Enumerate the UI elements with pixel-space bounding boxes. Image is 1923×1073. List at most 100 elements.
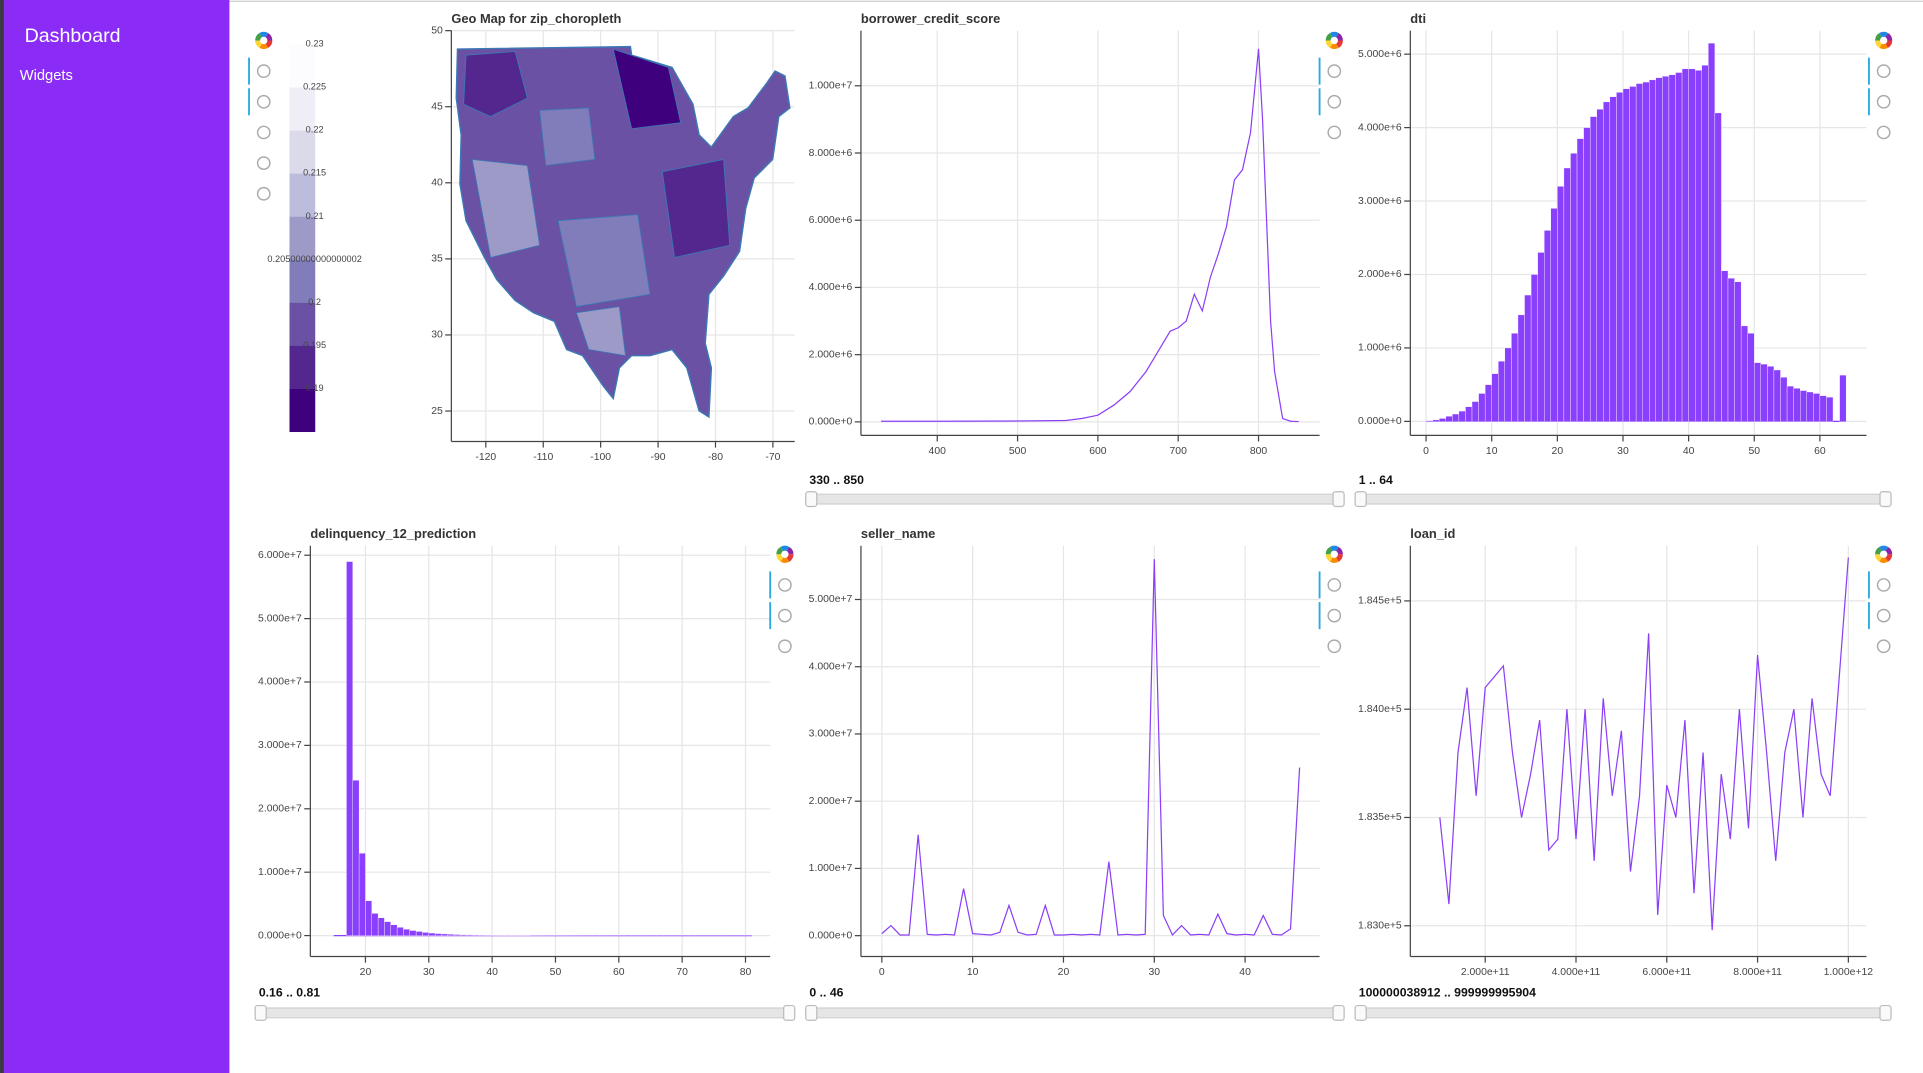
histogram-bar xyxy=(1668,74,1676,422)
histogram-bar xyxy=(447,934,455,936)
colorbar-label: 0.23 xyxy=(306,39,324,49)
toolbar-logo-center[interactable] xyxy=(1879,36,1888,45)
toolbar-tool[interactable] xyxy=(778,608,792,623)
histogram-bar xyxy=(1517,314,1525,422)
toolbar-tool[interactable] xyxy=(1876,639,1891,654)
toolbar-logo[interactable] xyxy=(780,545,790,555)
toolbar-logo-center[interactable] xyxy=(1330,36,1338,45)
toolbar-tool[interactable] xyxy=(1876,64,1891,78)
toolbar-tool[interactable] xyxy=(256,94,271,109)
range-slider-handle[interactable] xyxy=(1332,1004,1345,1021)
y-tick-label: 2.000e+7 xyxy=(809,796,853,807)
toolbar-logo[interactable] xyxy=(1879,40,1888,50)
histogram-bar xyxy=(1740,325,1748,422)
range-slider-track[interactable] xyxy=(1354,493,1892,505)
histogram-bar xyxy=(1511,333,1519,422)
range-slider-handle[interactable] xyxy=(254,1004,267,1021)
toolbar-tool[interactable] xyxy=(1327,578,1342,592)
line-series xyxy=(1439,557,1849,931)
colorbar-label: 0.22 xyxy=(306,125,324,135)
range-slider-handle[interactable] xyxy=(1879,491,1892,508)
colorbar-band xyxy=(289,259,316,303)
toolbar-logo[interactable] xyxy=(1329,40,1339,50)
toolbar-logo-center[interactable] xyxy=(781,550,789,558)
toolbar-tool[interactable] xyxy=(1876,578,1891,592)
y-tick-label: 5.000e+7 xyxy=(258,613,302,624)
range-slider-track[interactable] xyxy=(1354,1007,1892,1019)
histogram-bar xyxy=(1491,373,1499,422)
toolbar-logo[interactable] xyxy=(1329,554,1339,563)
histogram-bar xyxy=(346,561,353,936)
x-tick-label: 600 xyxy=(1089,446,1107,457)
toolbar-tool[interactable] xyxy=(1876,608,1891,623)
range-slider-track[interactable] xyxy=(805,1007,1345,1019)
range-slider-handle[interactable] xyxy=(805,491,818,508)
toolbar-tool[interactable] xyxy=(1876,94,1891,109)
toolbar-tool[interactable] xyxy=(1327,125,1342,140)
toolbar-tool[interactable] xyxy=(256,156,271,170)
range-slider-handle[interactable] xyxy=(783,1004,796,1021)
toolbar-logo[interactable] xyxy=(1879,31,1888,41)
toolbar-logo[interactable] xyxy=(780,554,790,563)
range-slider-track[interactable] xyxy=(805,493,1345,505)
histogram-bar xyxy=(1754,362,1762,422)
toolbar-logo[interactable] xyxy=(259,40,269,50)
toolbar-tool[interactable] xyxy=(1876,125,1891,140)
histogram-bar xyxy=(409,930,417,936)
range-label: 330 .. 850 xyxy=(809,473,864,487)
histogram-bar xyxy=(1727,277,1735,422)
toolbar-tool[interactable] xyxy=(778,578,792,592)
toolbar-tool[interactable] xyxy=(1327,94,1342,109)
sidebar-title[interactable]: Dashboard xyxy=(25,25,121,47)
histogram-bar xyxy=(1813,393,1821,422)
toolbar-tool[interactable] xyxy=(1327,64,1342,78)
range-slider-handle[interactable] xyxy=(1879,1004,1892,1021)
histogram-bar xyxy=(1773,369,1781,422)
histogram-bar xyxy=(1609,96,1617,422)
toolbar-tool[interactable] xyxy=(1327,639,1342,654)
toolbar-logo[interactable] xyxy=(1329,31,1339,41)
toolbar-tool[interactable] xyxy=(1327,608,1342,623)
x-tick-label: 50 xyxy=(1748,446,1760,457)
toolbar-logo-center[interactable] xyxy=(260,36,268,45)
toolbar-logo-center[interactable] xyxy=(1879,550,1888,558)
histogram-bar xyxy=(384,921,391,936)
toolbar-logo[interactable] xyxy=(1879,554,1888,563)
colorbar-label: 0.195 xyxy=(303,340,326,350)
x-tick-label: -120 xyxy=(475,452,496,463)
histogram-bar xyxy=(1537,252,1545,422)
toolbar-logo[interactable] xyxy=(1879,545,1888,555)
histogram-bar xyxy=(1688,68,1696,422)
colorbar-label: 0.21 xyxy=(306,211,324,221)
range-slider-handle[interactable] xyxy=(1354,491,1367,508)
histogram-bar xyxy=(1530,274,1538,422)
toolbar-logo-center[interactable] xyxy=(1330,550,1338,558)
sidebar-item[interactable]: Widgets xyxy=(20,68,73,84)
range-slider-track[interactable] xyxy=(254,1007,796,1019)
histogram-bar xyxy=(1445,416,1453,422)
histogram-bar xyxy=(390,924,398,936)
colorbar-label: 0.19 xyxy=(306,383,324,393)
toolbar-tool[interactable] xyxy=(256,125,271,140)
range-slider-handle[interactable] xyxy=(1354,1004,1367,1021)
toolbar-tool[interactable] xyxy=(256,64,271,78)
y-tick-label: 50 xyxy=(431,25,443,36)
y-tick-label: 30 xyxy=(431,330,443,341)
toolbar-tool[interactable] xyxy=(778,639,792,654)
toolbar-logo[interactable] xyxy=(259,31,269,41)
map-region xyxy=(539,107,596,167)
x-tick-label: 2.000e+11 xyxy=(1461,967,1510,978)
histogram-bar xyxy=(1504,347,1512,422)
range-slider-handle[interactable] xyxy=(1332,491,1345,508)
y-tick-label: 1.845e+5 xyxy=(1358,596,1402,607)
chart-title: dti xyxy=(1410,11,1426,26)
histogram-bar xyxy=(472,934,480,936)
line-series xyxy=(881,559,1301,937)
toolbar-tool[interactable] xyxy=(256,186,271,201)
toolbar-logo[interactable] xyxy=(1329,545,1339,555)
x-tick-label: 0 xyxy=(879,967,885,978)
colorbar-band xyxy=(289,130,316,174)
histogram-bar xyxy=(1452,413,1460,422)
range-slider-handle[interactable] xyxy=(805,1004,818,1021)
